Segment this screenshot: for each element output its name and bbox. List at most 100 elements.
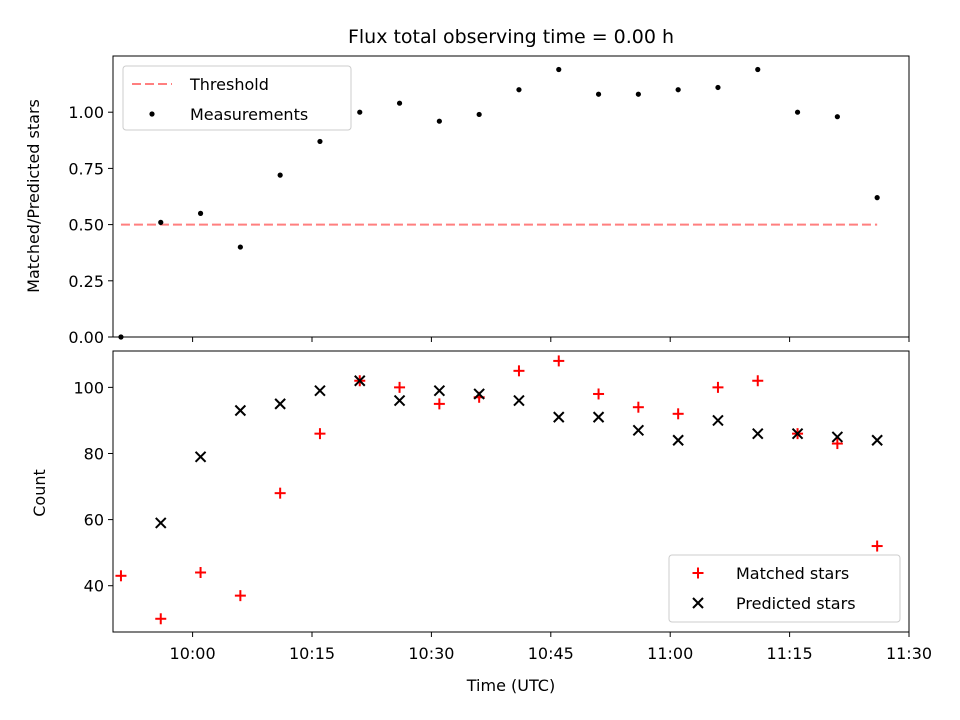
matched-star-point — [871, 540, 883, 552]
top-plot-frame — [112, 55, 910, 338]
top-x-ticks — [192, 337, 910, 342]
legend-label: Matched stars — [736, 564, 849, 583]
measurement-point — [476, 111, 482, 118]
predicted-star-point — [354, 375, 366, 387]
matched-star-point — [433, 398, 445, 410]
legend-matched-swatch — [692, 567, 704, 579]
matched-star-point — [394, 381, 406, 393]
predicted-star-point-b — [632, 424, 645, 437]
x-tick-label: 11:30 — [886, 644, 932, 663]
matched-star-point — [593, 388, 605, 400]
y-tick-label: 100 — [73, 378, 104, 397]
predicted-star-point-b — [314, 384, 326, 397]
matched-star-point — [553, 355, 565, 367]
measurement-point — [556, 66, 562, 73]
legend-measurement-swatch — [149, 111, 155, 117]
x-tick-label: 10:45 — [528, 644, 574, 663]
matched-star-point — [195, 566, 207, 578]
x-tick-label: 11:15 — [767, 644, 813, 663]
y-tick-label: 0.00 — [68, 328, 104, 347]
predicted-star-point-b — [553, 411, 565, 423]
legend-predicted-swatch-b — [692, 597, 704, 609]
measurement-point — [197, 210, 204, 216]
bottom-legend: Matched stars Predicted stars — [668, 554, 901, 623]
legend-predicted-swatch — [692, 597, 704, 609]
predicted-star-point-b — [831, 431, 844, 443]
predicted-star-point-b — [791, 427, 804, 440]
predicted-star-point-b — [752, 427, 764, 440]
predicted-star-point — [433, 384, 446, 397]
measurement-point — [794, 109, 801, 115]
predicted-star-point-b — [871, 434, 883, 446]
measurement-point — [675, 87, 681, 93]
top-y-axis-label: Matched/Predicted stars — [24, 99, 43, 293]
predicted-star-point — [194, 451, 207, 463]
measurement-point — [237, 244, 243, 250]
predicted-star-point — [473, 388, 485, 400]
x-tick-label: 10:30 — [408, 644, 454, 663]
predicted-star-point-b — [354, 375, 366, 387]
matched-star-point — [314, 428, 326, 440]
predicted-star-point — [831, 431, 844, 443]
measurement-point — [595, 91, 602, 97]
predicted-star-point — [712, 414, 724, 427]
predicted-star-point-b — [274, 398, 286, 410]
predicted-star-point — [632, 424, 645, 437]
predicted-star-point — [155, 517, 167, 529]
matched-star-point — [274, 487, 286, 499]
predicted-star-point — [393, 394, 406, 407]
matched-star-point — [752, 375, 764, 387]
bottom-plot-frame — [112, 350, 910, 633]
legend-box — [668, 554, 901, 623]
predicted-star-point-b — [194, 451, 207, 463]
legend-label: Predicted stars — [736, 594, 856, 613]
bottom-x-axis-label: Time (UTC) — [466, 676, 555, 695]
x-tick-label: 11:00 — [647, 644, 693, 663]
predicted-star-point-b — [592, 411, 605, 423]
matched-star-point — [155, 613, 167, 625]
top-legend: Threshold Measurements — [122, 65, 352, 131]
predicted-star-point-b — [672, 434, 684, 446]
predicted-star-point-b — [473, 388, 485, 400]
measurement-point — [715, 84, 721, 91]
predicted-star-point — [871, 434, 883, 446]
x-tick-label: 10:15 — [289, 644, 335, 663]
predicted-star-point — [553, 411, 565, 423]
chart-title: Flux total observing time = 0.00 h — [348, 26, 674, 48]
predicted-star-point — [234, 404, 247, 417]
y-tick-label: 0.25 — [68, 272, 104, 291]
y-tick-label: 60 — [84, 511, 104, 530]
legend-label: Threshold — [189, 75, 269, 94]
measurement-point — [436, 118, 442, 124]
matched-star-point — [115, 570, 127, 582]
matched-star-point — [712, 381, 724, 393]
measurement-point — [834, 114, 840, 120]
predicted-star-point-b — [712, 414, 724, 427]
measurement-point — [755, 66, 761, 73]
measurement-point — [874, 195, 880, 201]
y-tick-label: 1.00 — [68, 103, 104, 122]
bottom-y-axis-label: Count — [30, 469, 49, 517]
predicted-star-point — [314, 384, 326, 397]
matched-star-point — [672, 408, 684, 420]
matched-star-point — [513, 365, 525, 377]
matched-star-point — [234, 590, 246, 602]
predicted-star-point-b — [234, 404, 247, 417]
predicted-star-point — [274, 398, 286, 410]
top-plot-marks — [118, 66, 880, 340]
measurement-point — [317, 138, 323, 145]
measurement-point — [635, 91, 641, 97]
legend-label: Measurements — [190, 105, 308, 124]
predicted-star-point — [513, 394, 525, 407]
y-tick-label: 80 — [84, 444, 104, 463]
bottom-x-ticks: 10:00 10:15 10:30 10:45 11:00 11:15 11:30 — [170, 632, 932, 663]
y-tick-label: 40 — [84, 577, 104, 596]
y-tick-label: 0.50 — [68, 216, 104, 235]
legend-box — [122, 65, 352, 131]
predicted-star-point-b — [513, 394, 525, 407]
top-y-ticks: 0.00 0.25 0.50 0.75 1.00 — [68, 103, 113, 347]
predicted-star-point — [791, 427, 804, 440]
measurement-point — [396, 100, 403, 106]
